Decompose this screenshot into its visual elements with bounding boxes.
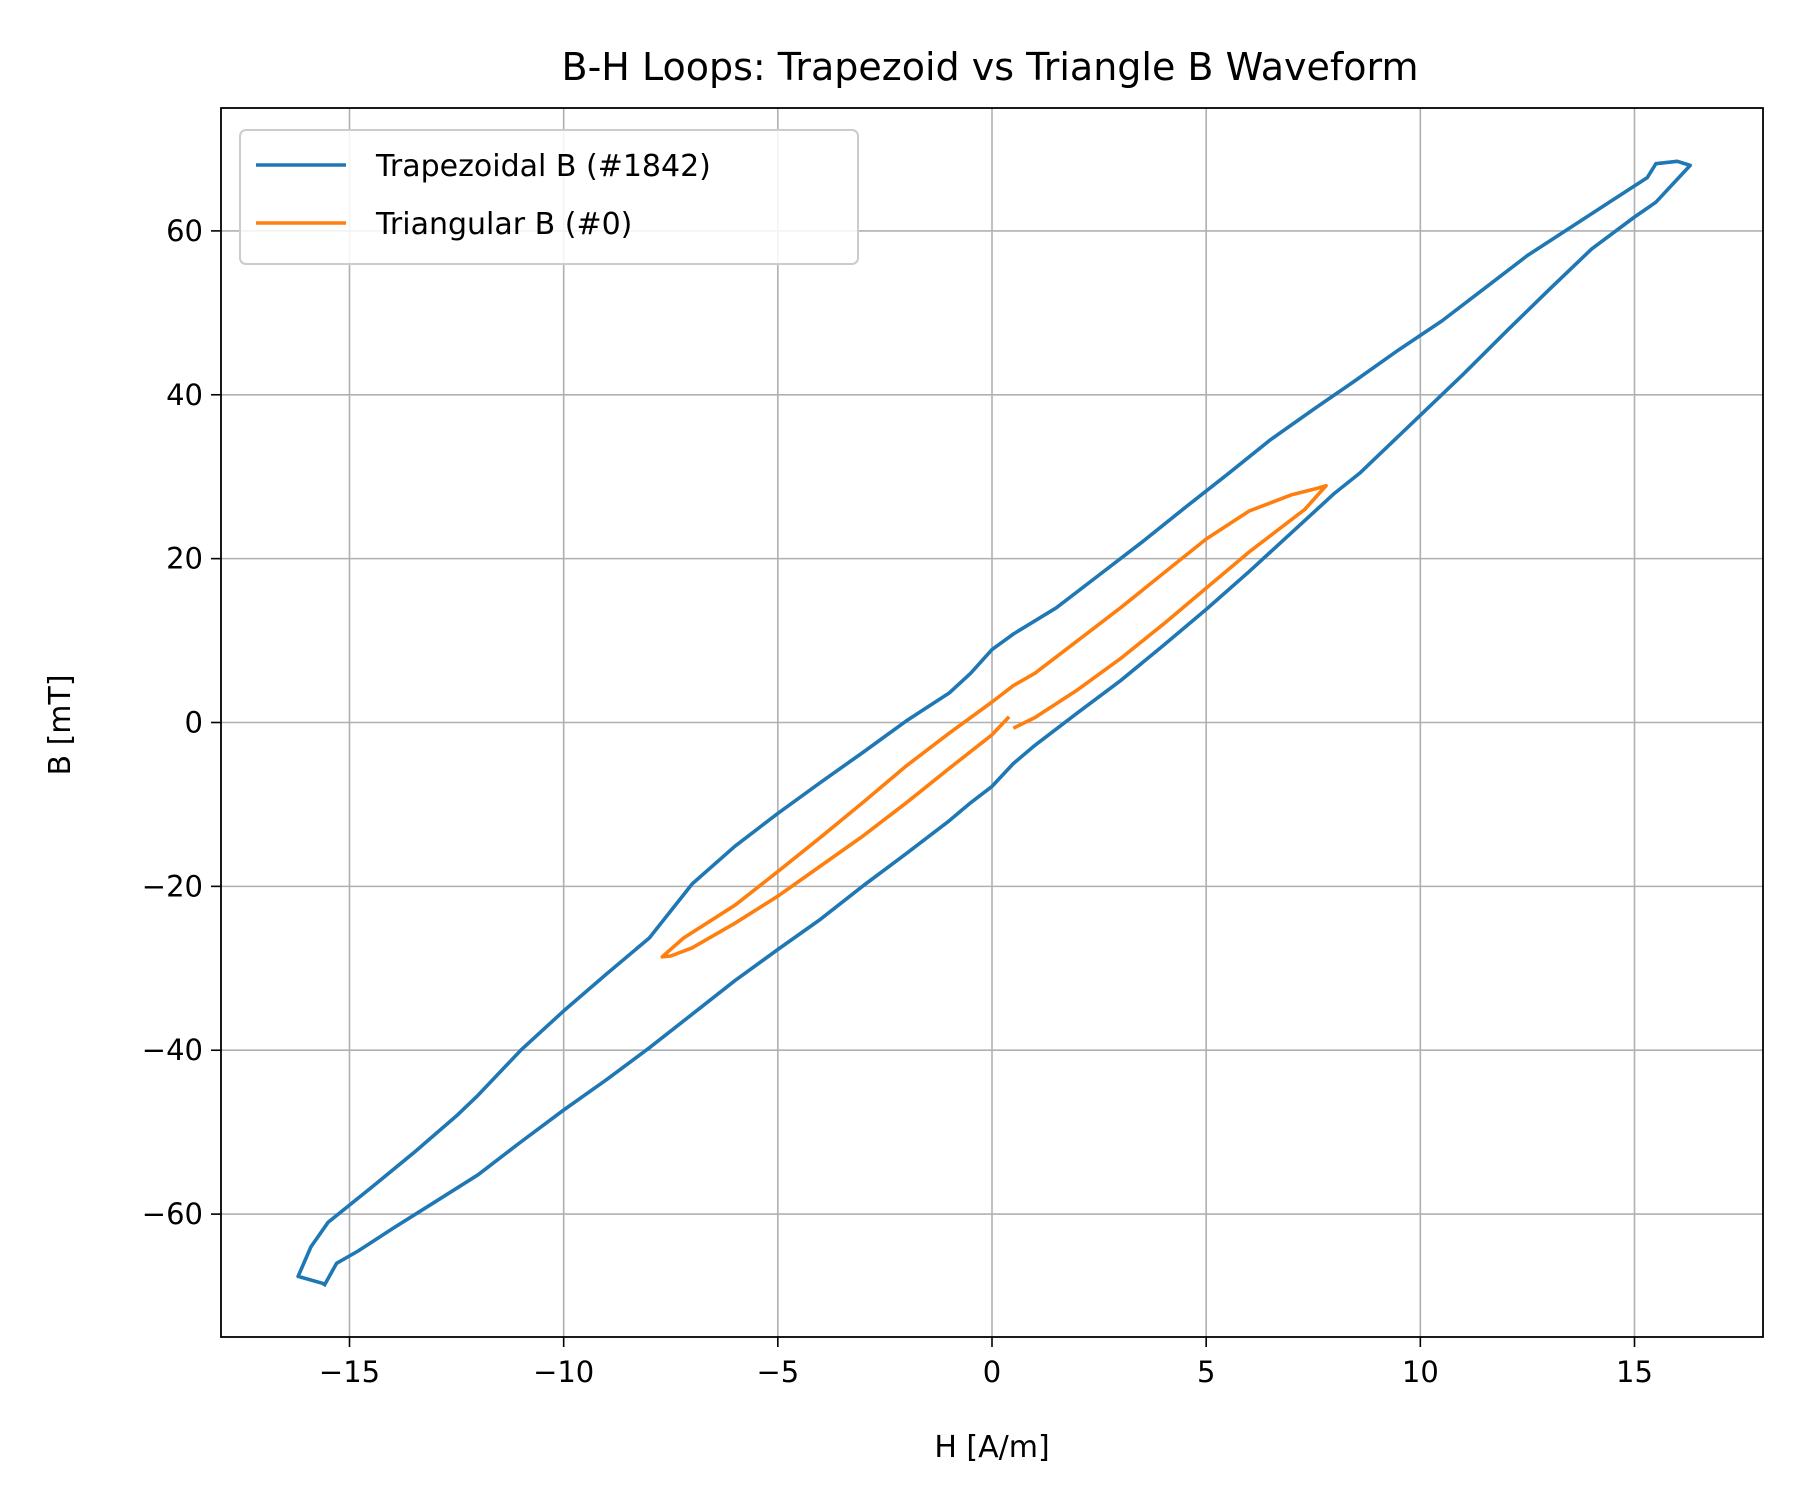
x-tick-label: 5 [1197,1355,1215,1389]
x-tick-label: 0 [983,1355,1001,1389]
x-tick-label: −5 [756,1355,799,1389]
series-layer [296,159,1692,1288]
y-tick-label: 60 [166,214,203,248]
series-line-1 [660,483,1328,959]
y-axis-ticks: −60 −40 −20 0 20 40 60 [142,214,221,1231]
y-tick-label: 0 [185,706,203,740]
x-tick-label: −15 [319,1355,380,1389]
series-line-0 [296,159,1692,1288]
y-axis-label: B [mT] [43,674,78,775]
chart-title: B-H Loops: Trapezoid vs Triangle B Wavef… [562,45,1419,89]
x-axis-ticks: −15 −10 −5 0 5 10 15 [319,1337,1653,1389]
y-tick-label: 40 [166,378,203,412]
plot-area [296,159,1692,1288]
y-tick-label: −20 [142,869,203,903]
grid [221,108,1763,1337]
legend-label-0: Trapezoidal B (#1842) [375,149,711,184]
legend-label-1: Triangular B (#0) [375,207,632,242]
x-tick-label: 10 [1402,1355,1439,1389]
x-axis-label: H [A/m] [934,1430,1049,1465]
x-tick-label: −10 [533,1355,594,1389]
legend: Trapezoidal B (#1842) Triangular B (#0) [239,129,859,265]
y-tick-label: −60 [142,1197,203,1231]
y-tick-label: −40 [142,1033,203,1067]
x-tick-label: 15 [1616,1355,1653,1389]
y-tick-label: 20 [166,542,203,576]
legend-box [239,129,859,265]
